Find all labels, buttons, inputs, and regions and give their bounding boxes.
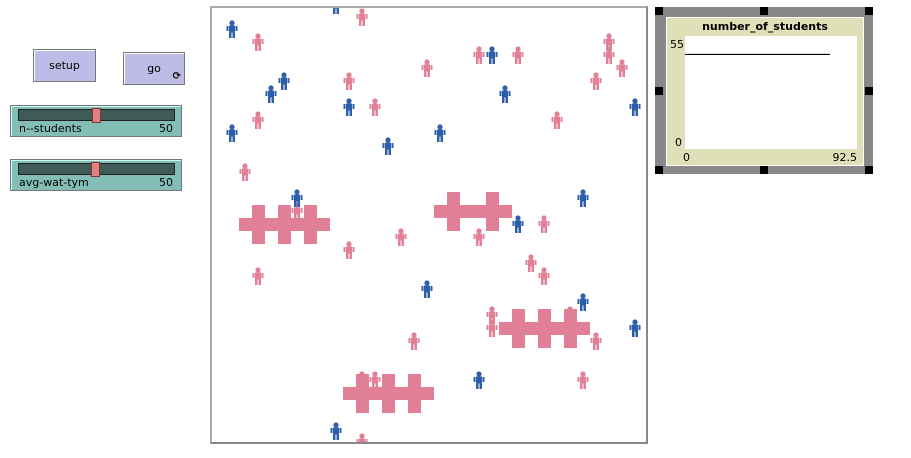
student-male: [434, 124, 446, 142]
slider-label: avg-wat-tym: [19, 176, 89, 189]
forever-icon: ⟳: [172, 71, 181, 82]
resize-handle[interactable]: [865, 7, 873, 15]
y-max-tick: 55: [670, 38, 684, 51]
setup-label: setup: [49, 59, 80, 72]
student-female: [343, 241, 355, 259]
student-female: [564, 306, 576, 324]
student-female: [590, 72, 602, 90]
world-canvas: [226, 8, 641, 442]
student-male: [499, 85, 511, 103]
student-male: [382, 137, 394, 155]
student-female: [473, 46, 485, 64]
student-male: [421, 280, 433, 298]
resize-handle[interactable]: [760, 166, 768, 174]
wall-patch: [538, 309, 551, 348]
student-male: [265, 85, 277, 103]
wall-patch: [512, 309, 525, 348]
avg-wat-tym-slider[interactable]: avg-wat-tym 50: [10, 159, 182, 191]
student-female: [512, 46, 524, 64]
student-male: [486, 46, 498, 64]
student-female: [577, 371, 589, 389]
wall-patch: [434, 205, 512, 218]
student-female: [486, 319, 498, 337]
plot-title: number_of_students: [702, 20, 828, 33]
student-female: [239, 163, 251, 181]
student-female: [525, 254, 537, 272]
student-female: [252, 267, 264, 285]
student-female: [538, 215, 550, 233]
student-male: [629, 319, 641, 337]
go-label: go: [147, 62, 161, 75]
student-female: [369, 98, 381, 116]
slider-thumb[interactable]: [92, 108, 101, 123]
student-female: [356, 371, 368, 389]
student-female: [343, 72, 355, 90]
student-male: [629, 98, 641, 116]
student-female: [616, 59, 628, 77]
wall-patch: [382, 374, 395, 413]
student-female: [252, 33, 264, 51]
n-students-slider[interactable]: n--students 50: [10, 105, 182, 137]
student-female: [473, 228, 485, 246]
student-female: [369, 371, 381, 389]
student-male: [333, 8, 339, 14]
student-female: [538, 267, 550, 285]
slider-value: 50: [159, 122, 173, 135]
student-male: [226, 20, 238, 38]
student-female: [408, 332, 420, 350]
student-female: [356, 433, 368, 442]
world-view[interactable]: [210, 6, 648, 444]
wall-patch: [408, 374, 421, 413]
setup-button[interactable]: setup: [33, 49, 96, 82]
student-female: [590, 332, 602, 350]
student-male: [577, 189, 589, 207]
slider-label: n--students: [19, 122, 82, 135]
student-female: [356, 8, 368, 26]
student-male: [512, 215, 524, 233]
wall-patch: [486, 192, 499, 231]
y-min-tick: 0: [675, 136, 682, 149]
student-male: [278, 72, 290, 90]
resize-handle[interactable]: [655, 87, 663, 95]
go-button[interactable]: go ⟳: [123, 52, 185, 85]
resize-handle[interactable]: [655, 7, 663, 15]
student-male: [330, 422, 342, 440]
slider-value: 50: [159, 176, 173, 189]
plot-number-of-students[interactable]: number_of_students 55 0 0 92.5: [666, 17, 864, 166]
slider-thumb[interactable]: [91, 162, 100, 177]
wall-patch: [447, 192, 460, 231]
student-male: [291, 189, 303, 207]
student-male: [343, 98, 355, 116]
resize-handle[interactable]: [865, 166, 873, 174]
student-male: [473, 371, 485, 389]
student-female: [252, 111, 264, 129]
student-female: [395, 228, 407, 246]
x-max-tick: 92.5: [832, 151, 858, 164]
student-female: [551, 111, 563, 129]
plot-area: [685, 36, 857, 149]
resize-handle[interactable]: [655, 166, 663, 174]
student-female: [291, 202, 303, 220]
x-min-tick: 0: [683, 151, 690, 164]
student-female: [421, 59, 433, 77]
wall-patch: [278, 205, 291, 244]
wall-patch: [252, 205, 265, 244]
student-male: [226, 124, 238, 142]
resize-handle[interactable]: [760, 7, 768, 15]
student-male: [577, 293, 589, 311]
student-female: [603, 46, 615, 64]
wall-patch: [304, 205, 317, 244]
resize-handle[interactable]: [865, 87, 873, 95]
